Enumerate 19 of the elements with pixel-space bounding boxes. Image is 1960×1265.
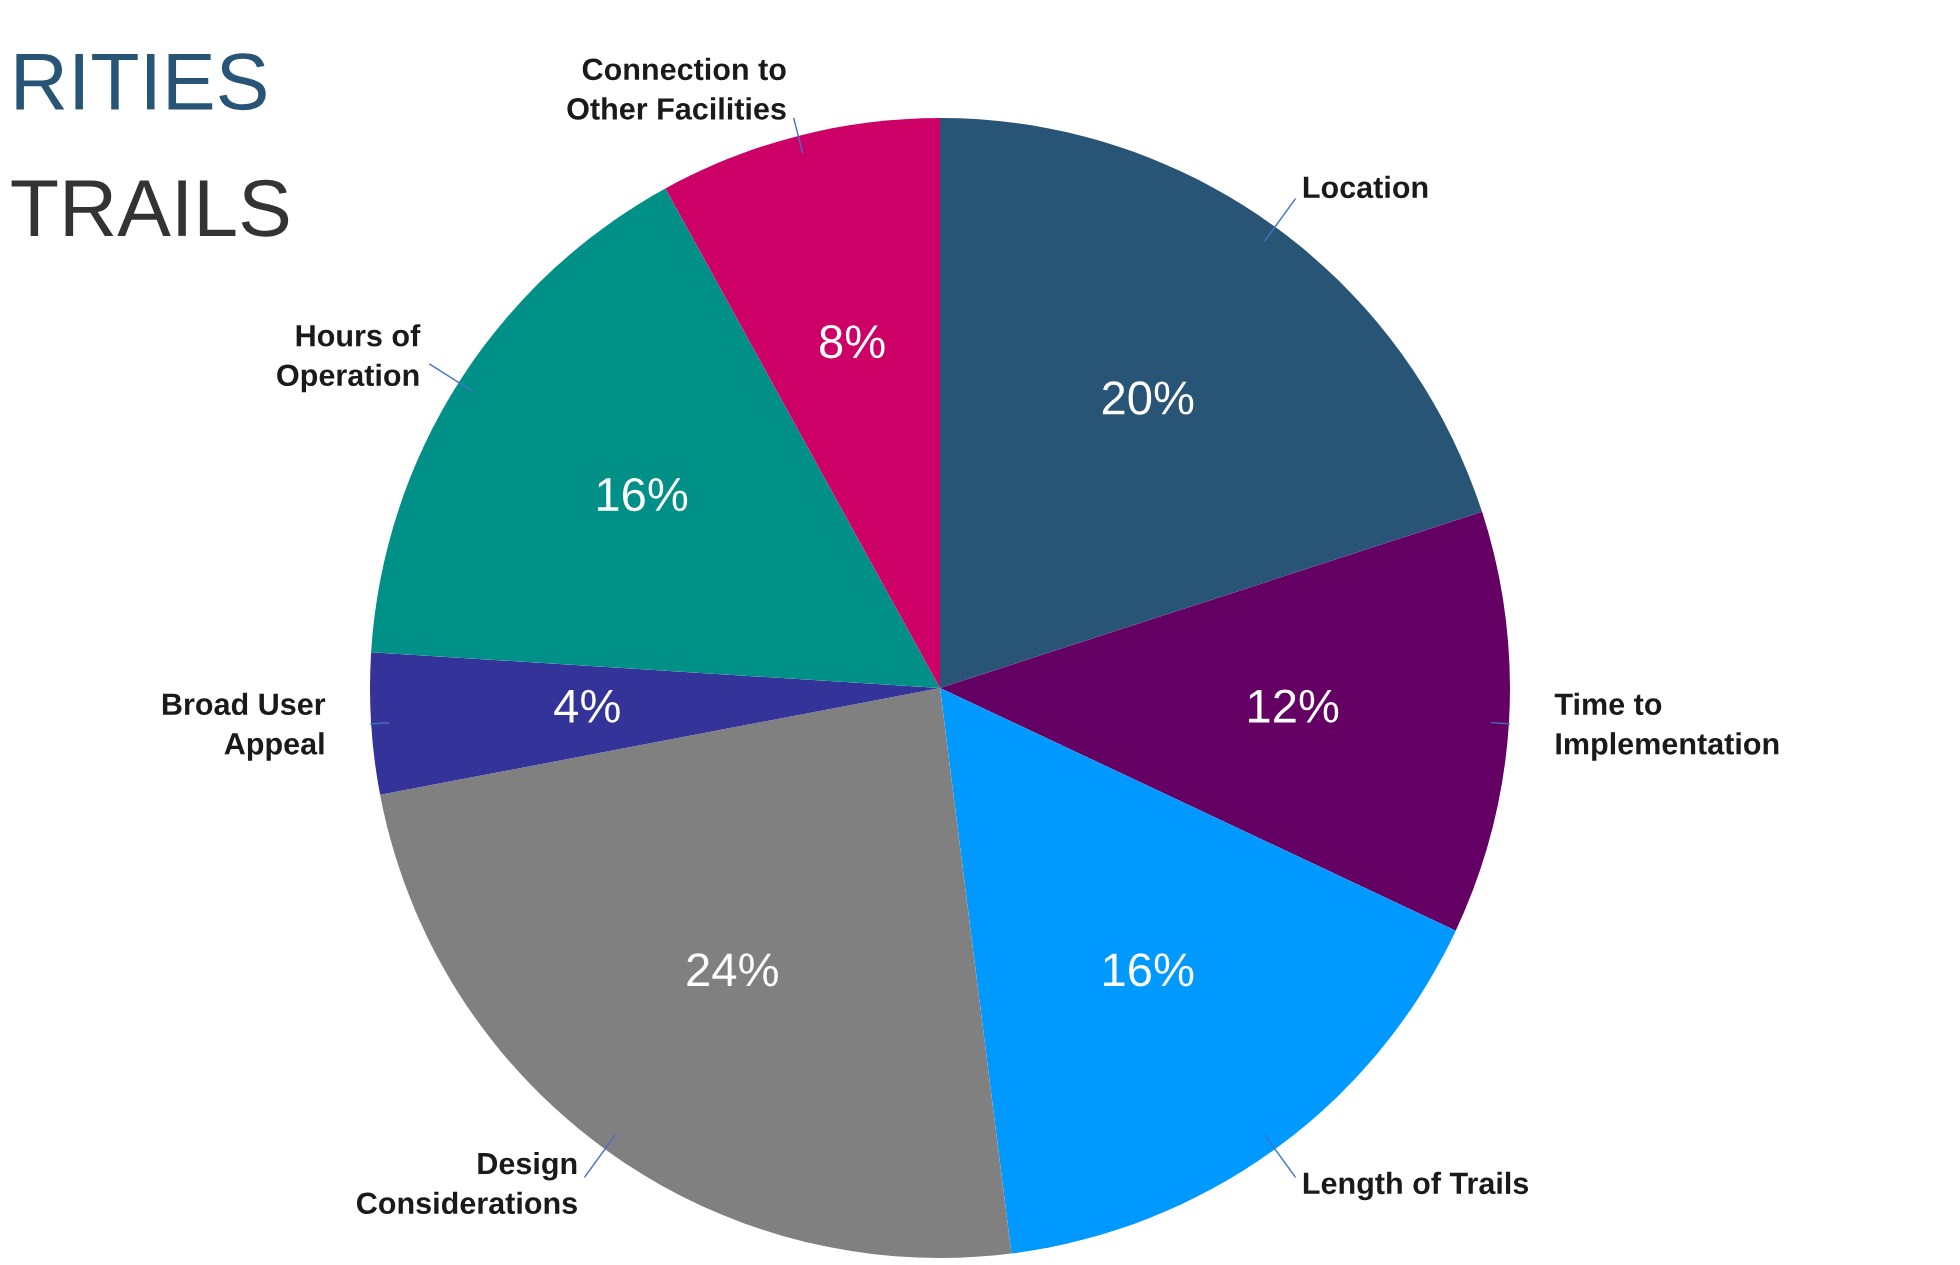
pie-slice [370,652,940,795]
slice-label: Time to Implementation [1554,692,1779,761]
slice-label: Length of Trails [1303,1171,1529,1201]
data-label: 16% [597,477,688,512]
data-label: 4% [554,689,620,723]
slice-label: Location [1303,175,1428,199]
data-label: 20% [1102,381,1194,415]
text: TRAILS [11,179,289,237]
slice-label: Hours of Operation [277,324,421,393]
pie-slice [940,118,1483,688]
data-label: 8% [820,324,885,359]
slice-label: Connection to Other Facilities [567,57,786,120]
pie-slice [940,511,1510,931]
slice-label: Broad User Appeal [162,692,326,761]
data-label: 12% [1249,689,1339,723]
data-label: 16% [1104,953,1194,987]
chart-title: RITIES [16,53,266,111]
data-label: 24% [687,953,778,987]
slice-label: Design Considerations [357,1151,577,1215]
